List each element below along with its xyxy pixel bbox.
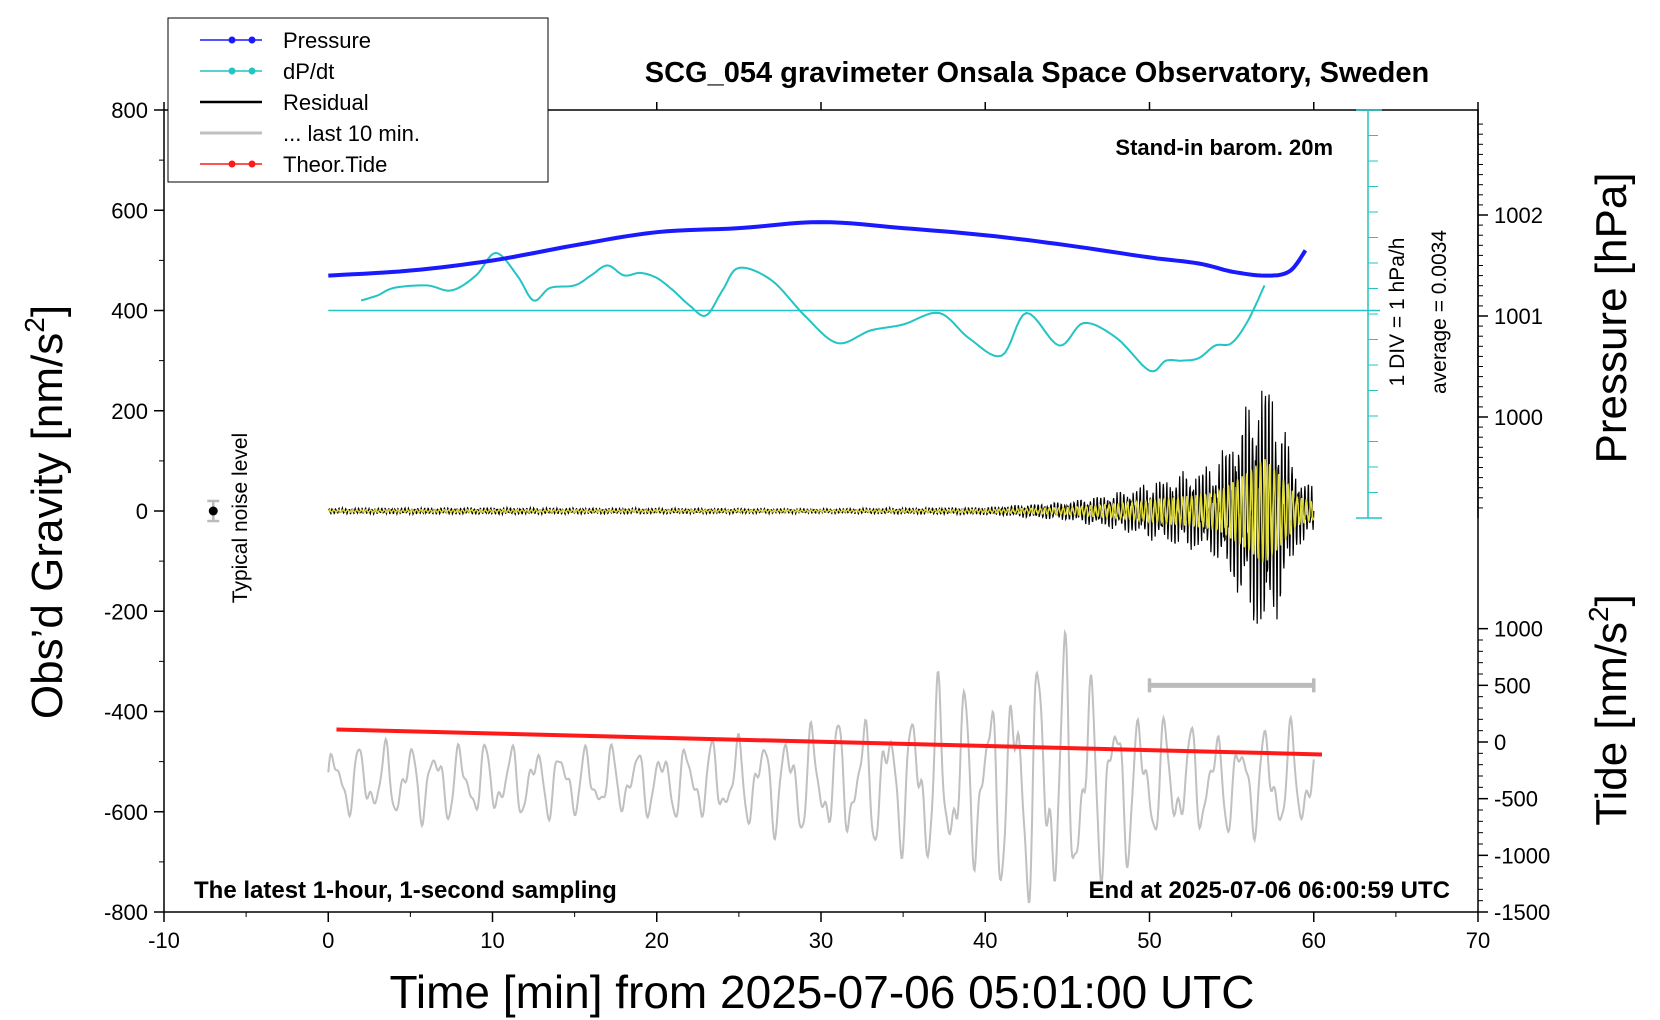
- legend-label: Theor.Tide: [283, 152, 387, 177]
- filtered-residual-line: [327, 459, 1315, 563]
- x-tick-label: 70: [1466, 928, 1490, 953]
- dpdt-line: [360, 251, 1266, 373]
- legend-items: Pressure dP/dt Residual ... last 10 min. The…: [200, 28, 420, 177]
- legend-marker: [228, 160, 236, 168]
- pressure-tick-label: 1002: [1494, 203, 1543, 228]
- x-tick-label: 30: [809, 928, 833, 953]
- axis-ticks: -10 0 10 20 30 40 50 60 70 800 600 400 200 0 -200 -400 -…: [104, 98, 1550, 953]
- x-tick-label: 0: [322, 928, 334, 953]
- legend-marker: [228, 36, 236, 44]
- dpdt-div-label: 1 DIV = 1 hPa/h: [1386, 238, 1409, 387]
- legend-marker: [248, 67, 256, 75]
- y-axis-label-pressure: Pressure [hPa]: [1587, 172, 1636, 463]
- dpdt-average-label: average = 0.0034: [1428, 230, 1451, 394]
- y-axis-label-tide-tail: ]: [1587, 594, 1636, 606]
- y-axis-label-left-tail: ]: [23, 305, 72, 317]
- legend-marker: [248, 160, 256, 168]
- legend-label: dP/dt: [283, 59, 334, 84]
- pressure-line: [328, 220, 1308, 278]
- tide-tick-label: 0: [1494, 730, 1506, 755]
- legend-box: [167, 17, 549, 183]
- tide-tick-label: -1500: [1494, 900, 1550, 925]
- y-tick-label: 400: [111, 299, 148, 324]
- theor-tide-line: [336, 727, 1323, 757]
- y-tick-label: 600: [111, 198, 148, 223]
- x-tick-label: 20: [645, 928, 669, 953]
- y-tick-label: 0: [136, 499, 148, 524]
- x-tick-label: -10: [148, 928, 180, 953]
- legend-marker: [248, 36, 256, 44]
- y-tick-label: -600: [104, 800, 148, 825]
- y-tick-label: -800: [104, 900, 148, 925]
- barometer-note: Stand-in barom. 20m: [1115, 135, 1333, 160]
- tide-tick-label: -500: [1494, 787, 1538, 812]
- residual-line: [327, 390, 1315, 624]
- noise-level-label: Typical noise level: [229, 433, 252, 603]
- tide-tick-label: -1000: [1494, 843, 1550, 868]
- noise-level-point: [208, 506, 218, 516]
- series-layer: [207, 109, 1382, 904]
- legend-label: ... last 10 min.: [283, 121, 420, 146]
- x-tick-label: 60: [1302, 928, 1326, 953]
- y-axis-label-left-superscript: 2: [19, 317, 50, 333]
- sampling-note: The latest 1-hour, 1-second sampling: [194, 877, 617, 904]
- pressure-tick-label: 1000: [1494, 405, 1543, 430]
- legend-label: Residual: [283, 90, 369, 115]
- tide-tick-label: 500: [1494, 673, 1531, 698]
- legend-label: Pressure: [283, 28, 371, 53]
- legend-marker: [228, 67, 236, 75]
- chart-title: SCG_054 gravimeter Onsala Space Observat…: [645, 57, 1429, 89]
- y-tick-label: 800: [111, 98, 148, 123]
- y-axis-label-left: Obs’d Gravity [nm/s2]: [19, 305, 72, 719]
- y-tick-label: 200: [111, 399, 148, 424]
- x-tick-label: 50: [1137, 928, 1161, 953]
- x-tick-label: 10: [480, 928, 504, 953]
- tide-tick-label: 1000: [1494, 617, 1543, 642]
- last10-line: [327, 628, 1315, 904]
- y-axis-label-tide-superscript: 2: [1583, 606, 1614, 622]
- y-axis-label-tide: Tide [nm/s2]: [1583, 594, 1636, 826]
- end-time-note: End at 2025-07-06 06:00:59 UTC: [1089, 877, 1451, 904]
- y-tick-label: -400: [104, 700, 148, 725]
- legend: Pressure dP/dt Residual ... last 10 min. The…: [167, 17, 549, 183]
- x-tick-label: 40: [973, 928, 997, 953]
- pressure-tick-label: 1001: [1494, 304, 1543, 329]
- x-axis-label: Time [min] from 2025-07-06 05:01:00 UTC: [390, 966, 1255, 1018]
- y-tick-label: -200: [104, 599, 148, 624]
